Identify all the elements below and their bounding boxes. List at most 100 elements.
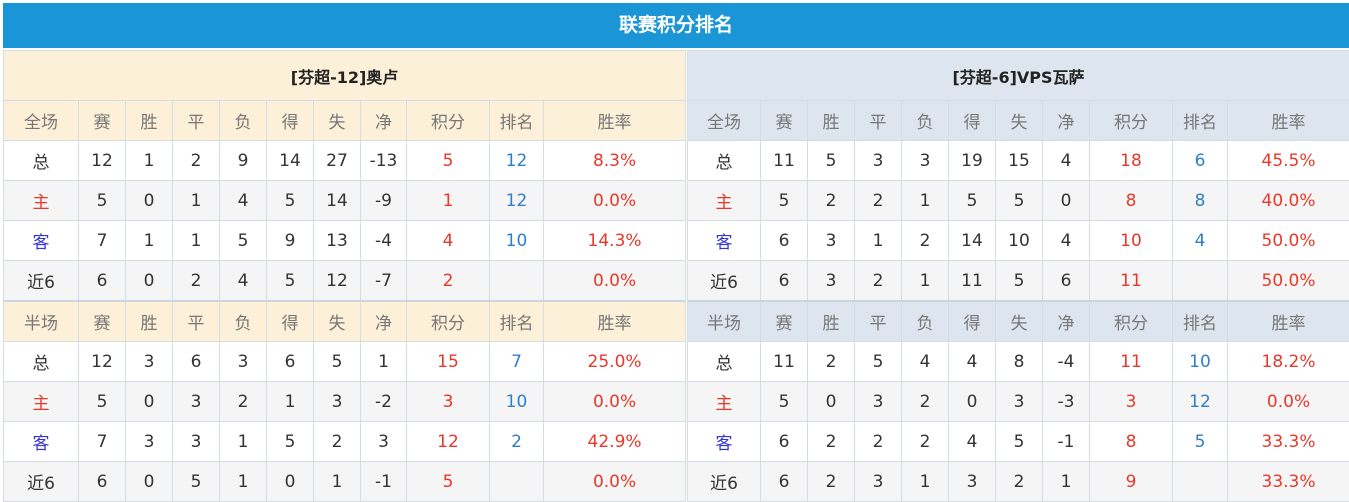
column-header: 负 xyxy=(902,101,949,141)
cell: 13 xyxy=(314,221,361,261)
cell: -1 xyxy=(1043,422,1090,462)
cell: 12 xyxy=(79,342,126,382)
column-header: 半场 xyxy=(688,301,761,342)
cell: 10 xyxy=(996,221,1043,261)
column-header: 平 xyxy=(855,301,902,342)
cell: 4 xyxy=(1043,141,1090,181)
cell: 27 xyxy=(314,141,361,181)
cell: 6 xyxy=(761,422,808,462)
cell: 1 xyxy=(314,462,361,502)
cell: -1 xyxy=(361,462,407,502)
cell: 3 xyxy=(949,462,996,502)
cell: 11 xyxy=(1090,342,1173,382)
cell: 14 xyxy=(314,181,361,221)
cell: 9 xyxy=(267,221,314,261)
column-header: 净 xyxy=(1043,301,1090,342)
row-label: 客 xyxy=(688,221,761,261)
cell: 5 xyxy=(949,181,996,221)
cell: 2 xyxy=(902,382,949,422)
column-header: 排名 xyxy=(1173,301,1228,342)
cell: 1 xyxy=(220,462,267,502)
cell: 6 xyxy=(79,261,126,302)
row-label: 主 xyxy=(688,181,761,221)
cell: 11 xyxy=(761,141,808,181)
column-header: 赛 xyxy=(79,101,126,141)
cell: 5 xyxy=(996,181,1043,221)
row-label: 近6 xyxy=(688,462,761,502)
cell: 33.3% xyxy=(1228,462,1349,502)
cell: 12 xyxy=(314,261,361,302)
cell: 3 xyxy=(808,261,855,302)
cell: 1 xyxy=(855,221,902,261)
cell: 9 xyxy=(1090,462,1173,502)
cell: 2 xyxy=(996,462,1043,502)
cell xyxy=(1173,261,1228,302)
row-label: 客 xyxy=(4,221,79,261)
column-header: 胜 xyxy=(808,301,855,342)
column-header: 积分 xyxy=(407,101,490,141)
cell: 1 xyxy=(173,181,220,221)
column-header: 胜 xyxy=(808,101,855,141)
cell: -2 xyxy=(361,382,407,422)
cell xyxy=(490,462,544,502)
row-label: 客 xyxy=(4,422,79,462)
cell: 0 xyxy=(126,181,173,221)
cell: 0 xyxy=(1043,181,1090,221)
cell: 40.0% xyxy=(1228,181,1349,221)
row-label: 总 xyxy=(688,141,761,181)
cell: 10 xyxy=(1090,221,1173,261)
cell: 1 xyxy=(902,462,949,502)
column-header: 排名 xyxy=(1173,101,1228,141)
cell: 2 xyxy=(490,422,544,462)
cell: 0.0% xyxy=(544,382,686,422)
cell: 0 xyxy=(267,462,314,502)
cell: 0 xyxy=(126,462,173,502)
cell: 0.0% xyxy=(544,181,686,221)
cell: 18.2% xyxy=(1228,342,1349,382)
cell: 0.0% xyxy=(544,261,686,302)
cell: -13 xyxy=(361,141,407,181)
cell: 8.3% xyxy=(544,141,686,181)
cell: 6 xyxy=(1173,141,1228,181)
full-header-row: 全场赛胜平负得失净积分排名胜率 xyxy=(4,101,686,141)
cell: 33.3% xyxy=(1228,422,1349,462)
cell: 4 xyxy=(220,261,267,302)
row-label: 近6 xyxy=(688,261,761,302)
cell: 3 xyxy=(173,422,220,462)
cell: 5 xyxy=(79,181,126,221)
column-header: 得 xyxy=(267,101,314,141)
cell: 4 xyxy=(949,422,996,462)
cell: -4 xyxy=(1043,342,1090,382)
cell: 5 xyxy=(996,422,1043,462)
cell: 3 xyxy=(220,342,267,382)
column-header: 胜率 xyxy=(544,301,686,342)
cell: 3 xyxy=(407,382,490,422)
cell: 4 xyxy=(1173,221,1228,261)
cell: 3 xyxy=(902,141,949,181)
cell: -7 xyxy=(361,261,407,302)
cell: -9 xyxy=(361,181,407,221)
cell: 2 xyxy=(808,181,855,221)
column-header: 得 xyxy=(267,301,314,342)
cell: 10 xyxy=(490,221,544,261)
cell: 0 xyxy=(126,382,173,422)
column-header: 平 xyxy=(173,101,220,141)
cell: 5 xyxy=(761,181,808,221)
column-header: 胜 xyxy=(126,101,173,141)
column-header: 负 xyxy=(220,101,267,141)
cell: 50.0% xyxy=(1228,221,1349,261)
cell: 12 xyxy=(490,181,544,221)
cell: 1 xyxy=(126,141,173,181)
cell: 3 xyxy=(126,422,173,462)
